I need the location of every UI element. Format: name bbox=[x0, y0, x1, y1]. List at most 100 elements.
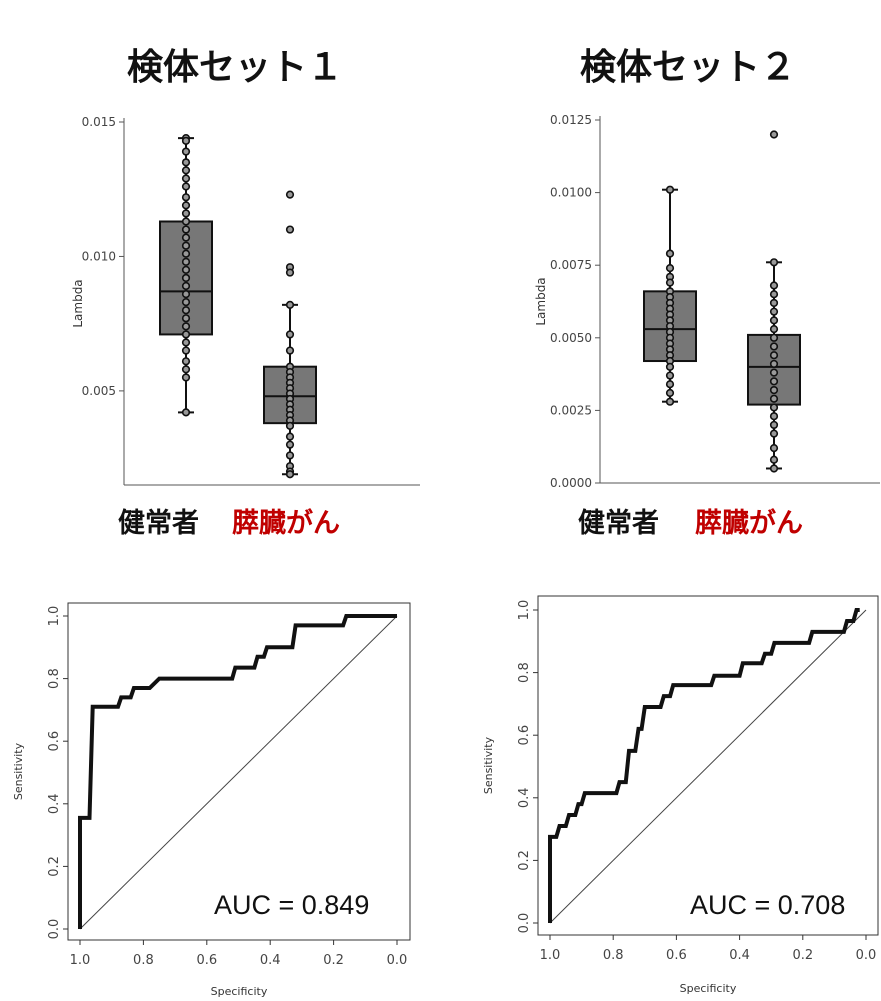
data-point bbox=[769, 351, 779, 360]
data-point bbox=[769, 455, 779, 464]
data-point bbox=[665, 185, 675, 194]
y-axis-title: Lambda bbox=[71, 279, 85, 327]
data-point bbox=[181, 209, 191, 218]
y-axis-title: Sensitivity bbox=[12, 742, 25, 800]
x-tick-label: 1.0 bbox=[70, 953, 91, 968]
x-tick-label: 0.0 bbox=[387, 953, 408, 968]
data-point bbox=[769, 420, 779, 430]
x-tick-label: 0.2 bbox=[323, 953, 344, 968]
data-point bbox=[665, 264, 675, 273]
data-point bbox=[181, 257, 191, 266]
data-point bbox=[285, 330, 295, 339]
data-point bbox=[769, 403, 779, 412]
data-point bbox=[181, 201, 191, 210]
data-point bbox=[181, 281, 191, 291]
data-point bbox=[665, 278, 675, 287]
data-point bbox=[181, 217, 191, 226]
group-label: 膵臓がん bbox=[695, 507, 803, 539]
data-point bbox=[181, 365, 191, 374]
x-tick-label: 0.4 bbox=[729, 948, 750, 963]
y-tick-label: 0.0 bbox=[47, 919, 62, 940]
data-point bbox=[665, 371, 675, 380]
y-tick-label: 0.8 bbox=[47, 668, 62, 689]
data-point bbox=[181, 193, 191, 202]
data-point bbox=[769, 130, 779, 139]
y-axis-title: Sensitivity bbox=[482, 736, 495, 794]
data-point bbox=[769, 258, 779, 267]
y-tick-label: 0.4 bbox=[47, 793, 62, 814]
roc-curve bbox=[78, 614, 397, 929]
roc-plot-1: 0.0 0.2 0.4 0.6 0.8 1.0 1.0 0.8 0.6 0.4 0.2 0.0 Spec… bbox=[12, 602, 411, 998]
data-point bbox=[181, 306, 191, 315]
data-point bbox=[181, 233, 191, 242]
data-point bbox=[285, 432, 295, 441]
data-point bbox=[285, 451, 295, 460]
data-point bbox=[665, 388, 675, 398]
x-tick-label: 1.0 bbox=[540, 948, 561, 963]
data-point bbox=[769, 368, 779, 377]
data-point bbox=[181, 373, 191, 382]
group-label: 健常者 bbox=[118, 508, 199, 539]
data-point bbox=[285, 190, 295, 199]
y-tick-label: 0.0050 bbox=[550, 331, 592, 345]
y-axis-title: Lambda bbox=[534, 277, 548, 325]
data-point bbox=[285, 225, 295, 234]
data-point bbox=[181, 225, 191, 234]
panel-title-set2: 検体セット２ bbox=[580, 47, 797, 88]
y-tick-label: 0.2 bbox=[47, 856, 62, 877]
data-point bbox=[769, 324, 779, 334]
data-point bbox=[665, 362, 675, 371]
data-point bbox=[665, 397, 675, 406]
y-tick-label: 1.0 bbox=[47, 606, 62, 627]
y-tick-label: 0.0075 bbox=[550, 258, 592, 272]
x-tick-label: 0.8 bbox=[133, 953, 154, 968]
x-axis-title: Specificity bbox=[211, 985, 268, 998]
data-point bbox=[181, 346, 191, 355]
x-tick-label: 0.0 bbox=[856, 948, 877, 963]
group-label: 膵臓がん bbox=[232, 507, 340, 539]
data-point bbox=[769, 316, 779, 325]
data-point bbox=[181, 408, 191, 417]
y-tick-label: 0.4 bbox=[517, 787, 532, 808]
data-point bbox=[181, 314, 191, 323]
roc-plot-2: 0.0 0.2 0.4 0.6 0.8 1.0 1.0 0.8 0.6 0.4 0.2 0.0 Spec… bbox=[482, 595, 879, 995]
y-tick-label: 0.0100 bbox=[550, 186, 592, 200]
plot-frame bbox=[67, 602, 411, 941]
data-point bbox=[181, 136, 191, 145]
data-point bbox=[181, 338, 191, 347]
data-point bbox=[769, 307, 779, 316]
roc-curve bbox=[548, 608, 860, 923]
auc-annotation: AUC = 0.708 bbox=[690, 890, 845, 920]
x-tick-label: 0.4 bbox=[260, 953, 281, 968]
data-point bbox=[769, 333, 779, 342]
data-point bbox=[181, 265, 191, 274]
data-point bbox=[769, 464, 779, 473]
y-tick-label: 0.0000 bbox=[550, 476, 592, 490]
y-tick-label: 0.005 bbox=[82, 384, 116, 398]
y-tick-label: 0.010 bbox=[82, 249, 116, 263]
x-tick-label: 0.2 bbox=[792, 948, 813, 963]
group-label: 健常者 bbox=[578, 508, 659, 539]
y-tick-label: 0.0125 bbox=[550, 113, 592, 127]
data-point bbox=[181, 158, 191, 167]
reference-diagonal bbox=[79, 615, 398, 930]
data-point bbox=[181, 330, 191, 339]
data-point bbox=[285, 346, 295, 355]
data-point bbox=[665, 249, 675, 258]
y-tick-label: 0.2 bbox=[517, 850, 532, 871]
data-point bbox=[769, 377, 779, 386]
y-tick-label: 0.0 bbox=[517, 913, 532, 934]
data-point bbox=[769, 394, 779, 403]
y-tick-label: 0.8 bbox=[517, 662, 532, 683]
data-point bbox=[769, 290, 779, 299]
panel-title-set1: 検体セット１ bbox=[127, 47, 344, 88]
data-point bbox=[769, 429, 779, 438]
reference-diagonal bbox=[549, 609, 867, 924]
data-point bbox=[181, 241, 191, 250]
data-point bbox=[769, 342, 779, 351]
y-tick-label: 0.015 bbox=[82, 115, 116, 129]
data-point bbox=[181, 174, 191, 183]
data-point bbox=[769, 281, 779, 290]
y-tick-label: 0.0025 bbox=[550, 403, 592, 417]
